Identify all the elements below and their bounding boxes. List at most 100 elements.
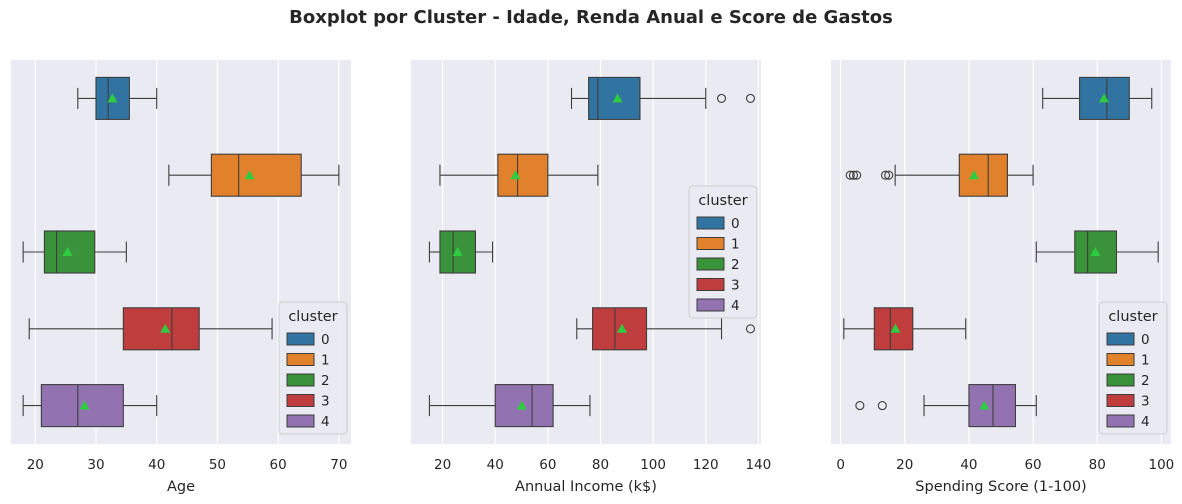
box-cluster-3: [843, 307, 967, 351]
mean-marker: [244, 170, 255, 180]
x-tick-label: 80: [1089, 457, 1106, 473]
box-cluster-3: [28, 307, 273, 351]
mean-marker: [516, 400, 527, 410]
figure-title: Boxplot por Cluster - Idade, Renda Anual…: [289, 7, 893, 28]
mean-marker: [1090, 247, 1101, 256]
legend-title: cluster: [1108, 309, 1157, 325]
box-cluster-0: [570, 76, 756, 120]
x-tick-label: 140: [745, 457, 771, 473]
box-cluster-3: [576, 307, 756, 351]
x-axis-label: Age: [167, 479, 195, 495]
box-cluster-1: [439, 153, 599, 197]
box-cluster-0: [1042, 76, 1153, 120]
legend-swatch: [286, 373, 315, 387]
iqr-box: [210, 153, 302, 197]
legend-label: 1: [731, 237, 740, 253]
legend-label: 0: [731, 216, 740, 232]
legend-swatch: [1106, 414, 1135, 428]
mean-marker: [969, 170, 980, 180]
mean-marker: [79, 400, 90, 410]
box-cluster-2: [1035, 230, 1159, 274]
legend-label: 1: [321, 353, 330, 369]
legend-swatch: [1106, 353, 1135, 366]
mean-marker: [160, 323, 171, 333]
box-cluster-4: [428, 384, 591, 428]
x-tick-label: 40: [487, 457, 504, 473]
x-tick-label: 100: [1148, 457, 1174, 473]
legend: cluster 0 1 2 3 4: [278, 301, 348, 435]
outlier-point: [877, 401, 887, 411]
x-tick-label: 20: [434, 457, 451, 473]
x-tick-label: 60: [270, 457, 287, 473]
x-tick-label: 80: [592, 457, 609, 473]
x-tick-label: 40: [148, 457, 165, 473]
x-tick-label: 0: [836, 457, 845, 473]
mean-marker: [979, 400, 990, 410]
box-cluster-2: [428, 230, 494, 274]
mean-marker: [510, 170, 521, 180]
x-axis-label: Annual Income (k$): [515, 479, 657, 495]
legend-label: 2: [1141, 373, 1150, 389]
mean-marker: [617, 323, 628, 333]
outlier-point: [852, 170, 862, 180]
legend-swatch: [696, 237, 725, 250]
legend-swatch: [696, 278, 725, 291]
x-tick-label: 50: [209, 457, 226, 473]
mean-marker: [62, 247, 73, 256]
legend: cluster 0 1 2 3 4: [688, 185, 758, 319]
mean-marker: [107, 93, 118, 103]
legend-swatch: [696, 298, 725, 312]
mean-marker: [452, 247, 463, 256]
legend-swatch: [286, 353, 315, 366]
box-cluster-4: [855, 384, 1037, 428]
legend-swatch: [286, 332, 315, 346]
legend-label: 3: [321, 394, 330, 410]
outlier-point: [855, 401, 865, 411]
legend-swatch: [286, 414, 315, 428]
legend-label: 2: [731, 257, 740, 273]
x-tick-label: 60: [1024, 457, 1041, 473]
legend-swatch: [1106, 394, 1135, 407]
legend-swatch: [1106, 373, 1135, 387]
iqr-box: [122, 307, 200, 351]
outlier-point: [884, 170, 894, 180]
outlier-point: [745, 324, 756, 334]
x-tick-label: 20: [896, 457, 913, 473]
x-tick-label: 40: [960, 457, 977, 473]
legend-swatch: [286, 394, 315, 407]
legend-label: 3: [731, 278, 740, 294]
x-tick-label: 70: [330, 457, 347, 473]
mean-marker: [612, 93, 623, 103]
x-tick-label: 60: [539, 457, 556, 473]
mean-marker: [890, 323, 901, 333]
outlier-point: [880, 170, 891, 180]
x-axis-label: Spending Score (1-100): [915, 479, 1086, 495]
legend-label: 0: [321, 332, 330, 348]
legend-label: 1: [1141, 353, 1150, 369]
x-tick-label: 30: [87, 457, 104, 473]
legend-label: 0: [1141, 332, 1150, 348]
legend-label: 4: [731, 298, 740, 314]
box-cluster-2: [22, 230, 127, 274]
iqr-box: [588, 76, 641, 120]
x-tick-label: 100: [640, 457, 666, 473]
legend: cluster 0 1 2 3 4: [1098, 301, 1168, 435]
legend-label: 4: [1141, 414, 1150, 430]
legend-label: 2: [321, 373, 330, 389]
legend-title: cluster: [288, 309, 337, 325]
iqr-box: [497, 153, 549, 197]
legend-swatch: [696, 216, 725, 230]
boxplot-panel-0: 20 30 40 50 60 70 Age cluster 0 1 2 3 4: [11, 60, 351, 495]
legend-swatch: [696, 257, 725, 271]
legend-label: 3: [1141, 394, 1150, 410]
iqr-box: [958, 153, 1008, 197]
outlier-point: [845, 170, 855, 180]
box-cluster-4: [22, 384, 158, 428]
legend-title: cluster: [698, 193, 747, 209]
iqr-box: [968, 384, 1016, 428]
box-cluster-1: [168, 153, 340, 197]
outlier-point: [848, 170, 859, 180]
outlier-point: [745, 93, 756, 103]
